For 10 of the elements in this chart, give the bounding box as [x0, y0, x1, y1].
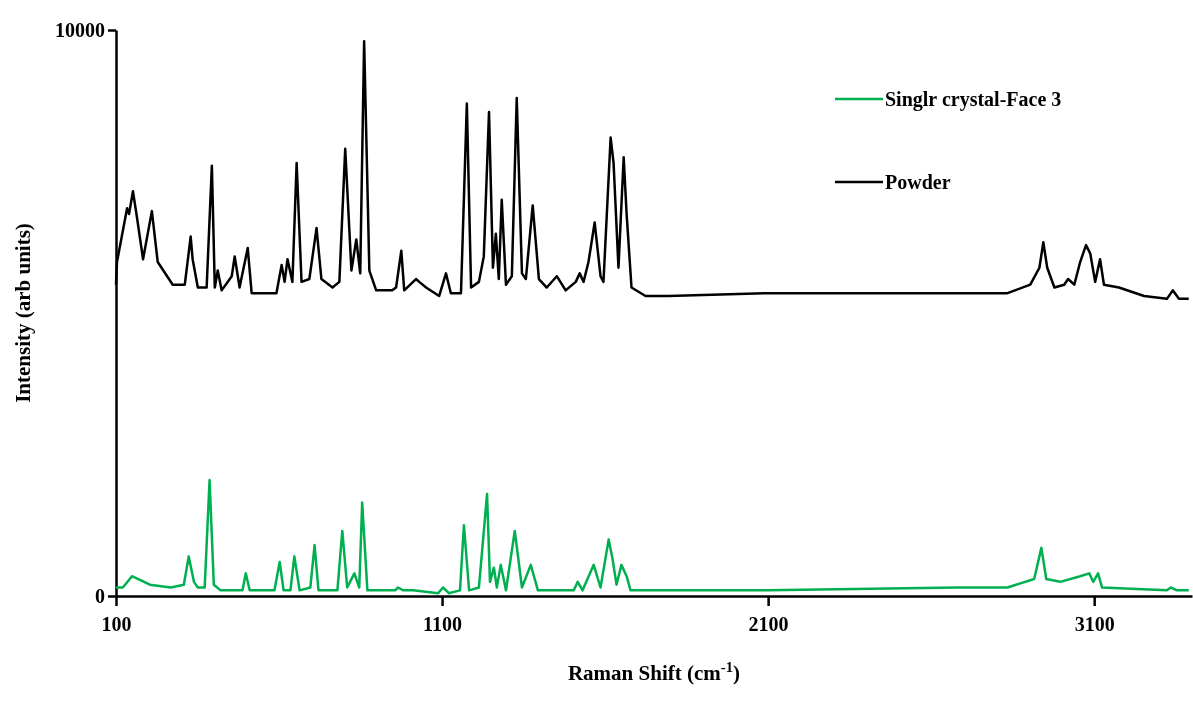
y-tick-label: 10000	[55, 18, 105, 41]
x-tick-label: 2100	[748, 613, 789, 635]
legend-label: Singlr crystal-Face 3	[885, 88, 1062, 111]
x-tick-label: 1100	[423, 613, 463, 635]
y-axis-title: Intensity (arb units)	[11, 223, 35, 403]
legend-label: Powder	[885, 171, 951, 193]
y-tick-label: 0	[95, 584, 105, 607]
x-tick-label: 3100	[1074, 613, 1115, 635]
x-axis-title: Raman Shift (cm$^{-1}$)	[567, 659, 741, 685]
x-tick-label: 100	[101, 613, 132, 635]
